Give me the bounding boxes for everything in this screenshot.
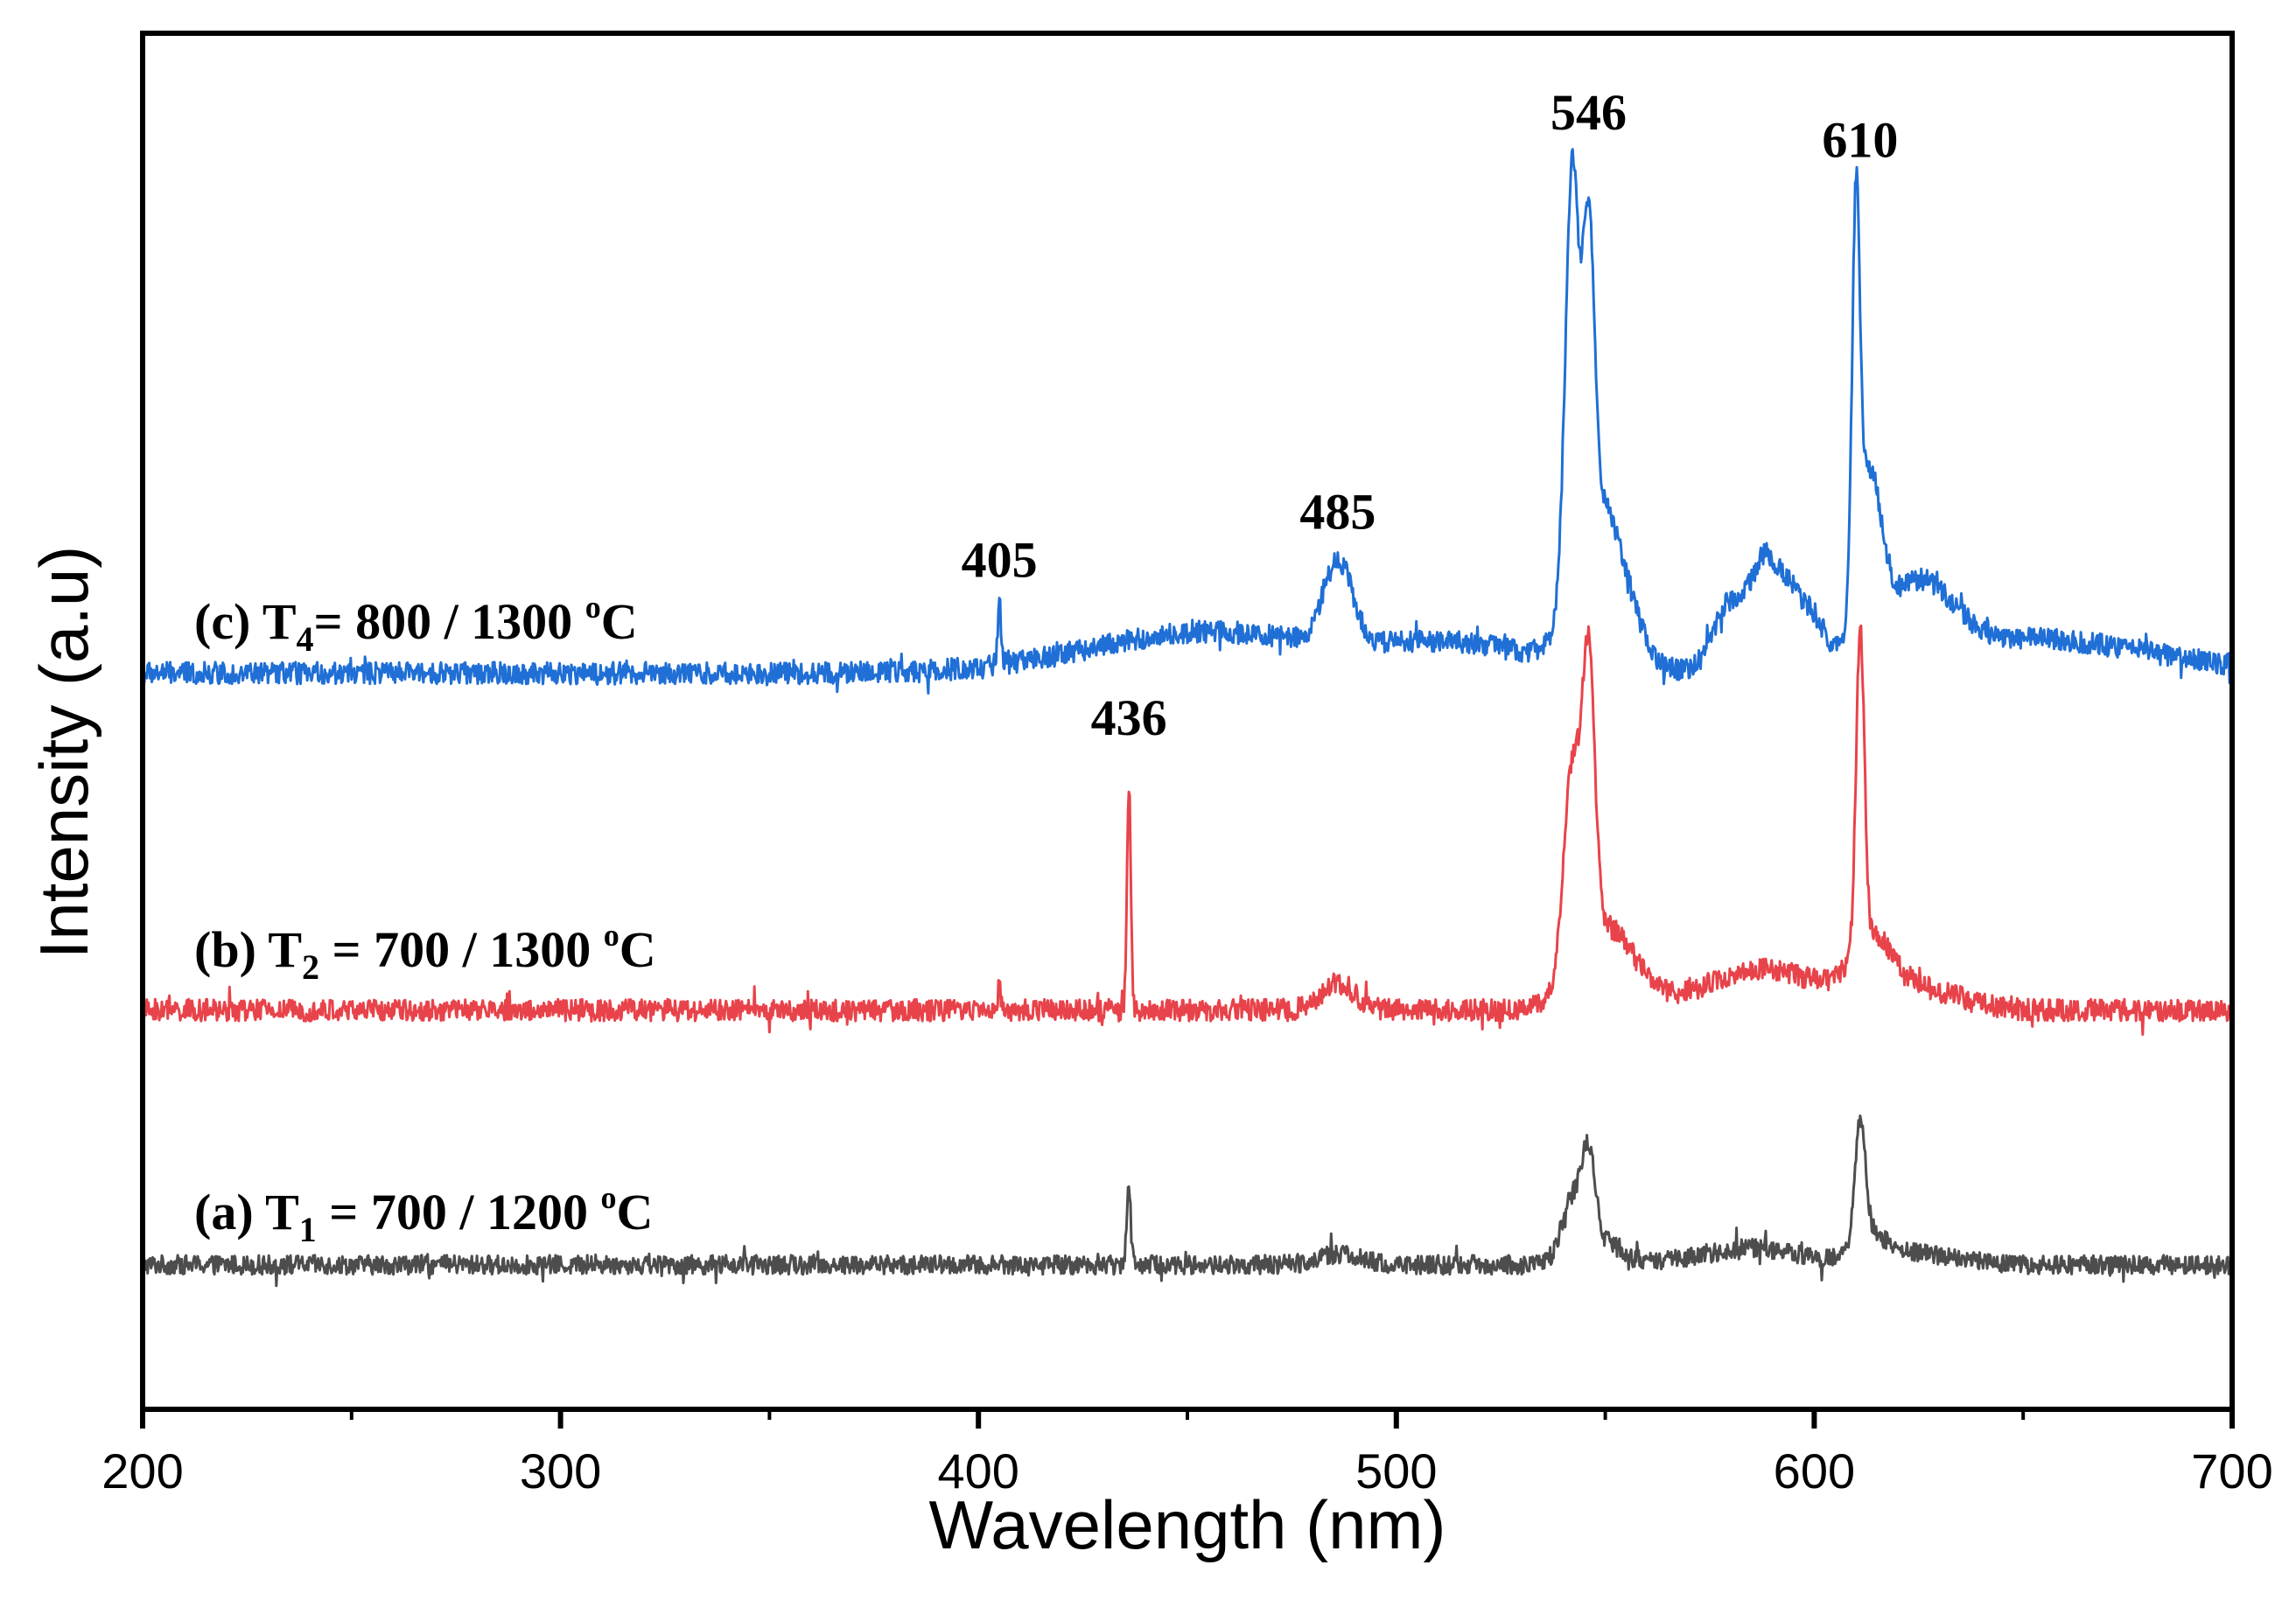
- series-label-text: = 800 / 1300: [314, 593, 585, 650]
- x-axis-ticks: 200 300 400 500 600 700: [102, 1409, 2273, 1499]
- series-label-c: (c) T4= 800 / 1300 oC: [194, 590, 638, 659]
- peak-label-610: 610: [1822, 112, 1898, 169]
- y-axis-label: Intensity (a.u): [25, 546, 102, 960]
- x-tick-label: 700: [2191, 1443, 2272, 1499]
- series-label-text: (a) T: [194, 1184, 299, 1240]
- series-label-superscript: o: [600, 1180, 616, 1215]
- peak-label-546: 546: [1550, 84, 1627, 141]
- series-label-subscript: 2: [302, 947, 319, 987]
- series-line-c: [141, 148, 2234, 695]
- series-label-b: (b) T2 = 700 / 1300 oC: [194, 918, 656, 987]
- series-label-text: (c) T: [194, 593, 297, 650]
- series-label-subscript: 4: [297, 619, 314, 659]
- series-line-b: [141, 624, 2234, 1037]
- series-label-text: (b) T: [194, 921, 302, 978]
- series-label-text: C: [601, 593, 638, 650]
- series-label-a: (a) T1 = 700 / 1200 oC: [194, 1180, 653, 1249]
- x-tick-label: 500: [1355, 1443, 1437, 1499]
- series-label-superscript: o: [585, 590, 601, 625]
- annotation-layer: 546 610 485 405 436: [962, 84, 1899, 746]
- peak-label-485: 485: [1299, 483, 1376, 540]
- peak-label-405: 405: [962, 531, 1038, 588]
- x-tick-label: 600: [1774, 1443, 1855, 1499]
- x-axis-label: Wavelength (nm): [929, 1486, 1446, 1563]
- x-tick-label: 200: [102, 1443, 183, 1499]
- series-label-text: = 700 / 1300: [319, 921, 604, 978]
- series-line-a: [142, 1114, 2234, 1288]
- series-layer: [141, 148, 2234, 1288]
- x-tick-label: 300: [520, 1443, 601, 1499]
- series-label-subscript: 1: [299, 1210, 317, 1249]
- series-label-text: C: [616, 1184, 653, 1240]
- series-label-text: = 700 / 1200: [317, 1184, 601, 1240]
- series-label-superscript: o: [604, 918, 620, 953]
- peak-label-436: 436: [1091, 689, 1167, 746]
- series-labels: (a) T1 = 700 / 1200 oC(b) T2 = 700 / 130…: [194, 590, 656, 1249]
- x-tick-label: 400: [937, 1443, 1018, 1499]
- series-label-text: C: [620, 921, 656, 978]
